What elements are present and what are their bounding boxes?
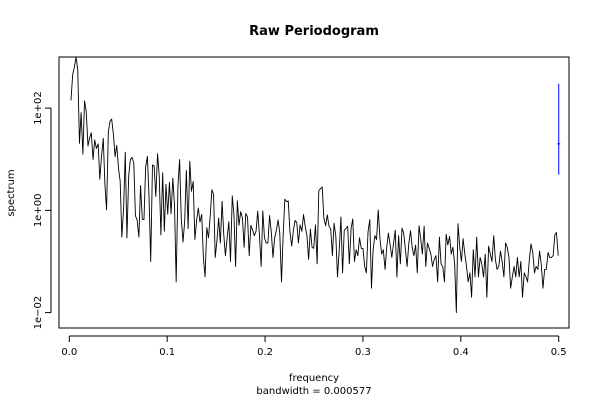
bandwidth-label: bandwidth = 0.000577 [256,386,371,397]
y-tick-label: 1e+00 [33,194,44,228]
x-tick-label: 0.1 [159,347,175,358]
spectrum-line [70,56,559,314]
y-tick-label: 1e−02 [33,296,44,330]
y-tick-label: 1e+02 [33,91,44,125]
series-layer [70,56,559,314]
x-tick-label: 0.5 [551,347,567,358]
x-tick-label: 0.2 [257,347,273,358]
y-axis-label: spectrum [6,169,17,216]
x-tick-label: 0.0 [61,347,77,358]
plot-frame [58,56,570,329]
x-tick-label: 0.4 [453,347,469,358]
confidence-bar [557,83,561,175]
y-axis: 1e−02 1e+00 1e+02 [33,91,52,330]
x-axis-label: frequency [289,373,339,384]
chart-title: Raw Periodogram [249,24,379,39]
x-axis: 0.0 0.1 0.2 0.3 0.4 0.5 [61,335,567,358]
x-tick-label: 0.3 [355,347,371,358]
